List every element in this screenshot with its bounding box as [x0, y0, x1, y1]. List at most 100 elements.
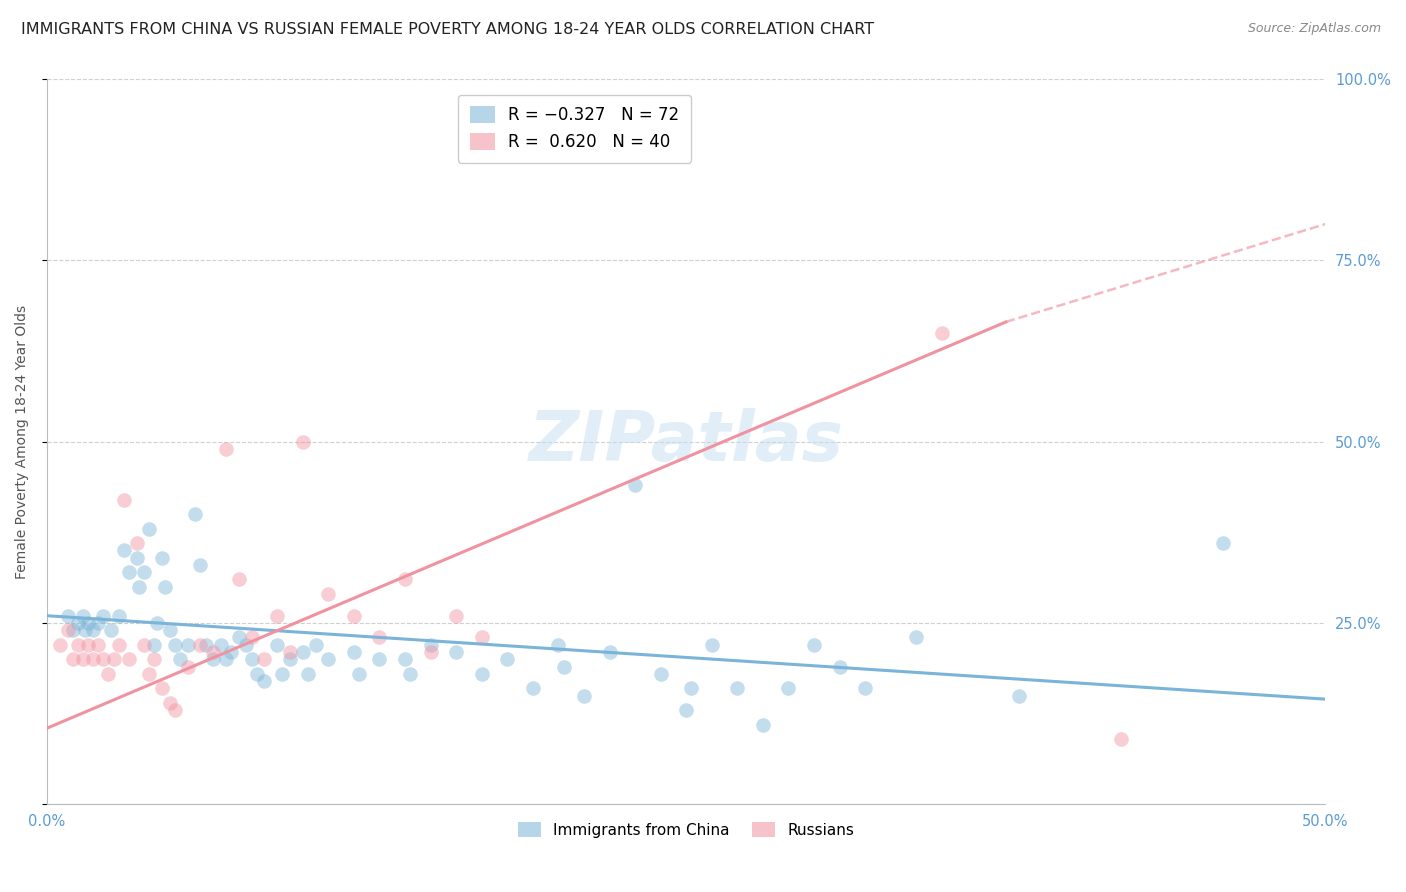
Point [368, 652, 391, 666]
Point [100, 624, 122, 638]
Point [240, 631, 263, 645]
Point [444, 608, 467, 623]
Point [103, 652, 125, 666]
Point [91, 608, 114, 623]
Point [394, 652, 416, 666]
Point [194, 638, 217, 652]
Point [56, 608, 79, 623]
Point [153, 580, 176, 594]
Point [297, 666, 319, 681]
Point [271, 666, 294, 681]
Point [125, 536, 148, 550]
Point [159, 696, 181, 710]
Point [803, 638, 825, 652]
Point [278, 645, 301, 659]
Point [496, 652, 519, 666]
Point [394, 573, 416, 587]
Point [1212, 536, 1234, 550]
Point [72, 608, 94, 623]
Point [87, 615, 110, 630]
Point [368, 631, 391, 645]
Point [184, 507, 207, 521]
Point [553, 659, 575, 673]
Point [215, 652, 238, 666]
Legend: Immigrants from China, Russians: Immigrants from China, Russians [512, 815, 860, 844]
Point [163, 638, 186, 652]
Point [419, 638, 441, 652]
Point [112, 543, 135, 558]
Point [240, 652, 263, 666]
Point [253, 652, 276, 666]
Text: ZIPatlas: ZIPatlas [529, 409, 844, 475]
Point [304, 638, 326, 652]
Point [97, 666, 120, 681]
Point [209, 638, 232, 652]
Point [215, 442, 238, 456]
Point [419, 645, 441, 659]
Point [266, 608, 288, 623]
Point [444, 645, 467, 659]
Point [235, 638, 257, 652]
Point [134, 638, 156, 652]
Point [624, 478, 647, 492]
Point [202, 652, 225, 666]
Point [266, 638, 288, 652]
Point [143, 638, 166, 652]
Point [159, 624, 181, 638]
Point [107, 638, 129, 652]
Point [675, 703, 697, 717]
Point [202, 645, 225, 659]
Point [190, 638, 212, 652]
Point [138, 666, 160, 681]
Point [62, 624, 84, 638]
Point [700, 638, 723, 652]
Point [150, 550, 173, 565]
Point [219, 645, 242, 659]
Point [176, 638, 198, 652]
Point [128, 580, 150, 594]
Point [547, 638, 569, 652]
Point [91, 652, 114, 666]
Point [522, 681, 544, 696]
Point [77, 638, 100, 652]
Point [572, 689, 595, 703]
Point [291, 645, 314, 659]
Point [176, 659, 198, 673]
Point [118, 565, 141, 579]
Point [169, 652, 191, 666]
Point [399, 666, 422, 681]
Point [343, 645, 366, 659]
Point [931, 326, 953, 340]
Point [62, 652, 84, 666]
Point [118, 652, 141, 666]
Point [471, 631, 494, 645]
Point [138, 522, 160, 536]
Point [253, 673, 276, 688]
Point [66, 638, 89, 652]
Point [316, 587, 339, 601]
Point [134, 565, 156, 579]
Point [599, 645, 621, 659]
Point [471, 666, 494, 681]
Point [77, 615, 100, 630]
Point [291, 434, 314, 449]
Point [347, 666, 370, 681]
Point [343, 608, 366, 623]
Point [681, 681, 703, 696]
Point [56, 624, 79, 638]
Point [146, 615, 169, 630]
Point [107, 608, 129, 623]
Point [228, 573, 250, 587]
Point [163, 703, 186, 717]
Point [278, 652, 301, 666]
Point [190, 558, 212, 572]
Point [246, 666, 269, 681]
Point [49, 638, 72, 652]
Point [75, 624, 97, 638]
Point [72, 652, 94, 666]
Point [66, 615, 89, 630]
Point [650, 666, 672, 681]
Point [828, 659, 851, 673]
Y-axis label: Female Poverty Among 18-24 Year Olds: Female Poverty Among 18-24 Year Olds [15, 304, 30, 579]
Point [905, 631, 928, 645]
